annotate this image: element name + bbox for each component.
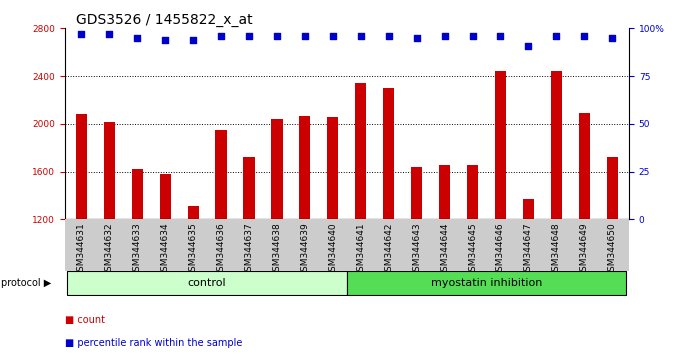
Point	[188, 37, 199, 42]
Text: GSM344648: GSM344648	[552, 222, 561, 277]
Text: GSM344642: GSM344642	[384, 222, 393, 276]
Point	[495, 33, 506, 39]
Text: GSM344645: GSM344645	[468, 222, 477, 277]
Text: GSM344636: GSM344636	[216, 222, 226, 277]
Bar	[579, 113, 590, 219]
Bar	[271, 119, 282, 219]
Text: GSM344635: GSM344635	[188, 222, 198, 277]
Bar	[439, 165, 450, 219]
Bar	[243, 157, 254, 219]
Text: GSM344641: GSM344641	[356, 222, 365, 277]
Point	[132, 35, 143, 41]
Point	[104, 31, 115, 37]
Text: GSM344637: GSM344637	[245, 222, 254, 277]
Point	[551, 33, 562, 39]
Text: GSM344644: GSM344644	[440, 222, 449, 276]
Bar	[160, 174, 171, 219]
Text: GSM344643: GSM344643	[412, 222, 421, 277]
Bar	[75, 114, 87, 219]
Point	[243, 33, 254, 39]
Bar	[607, 157, 618, 219]
Point	[384, 33, 394, 39]
Text: GSM344640: GSM344640	[328, 222, 337, 277]
Text: GSM344638: GSM344638	[273, 222, 282, 277]
Point	[327, 33, 338, 39]
Point	[216, 33, 226, 39]
Point	[299, 33, 310, 39]
Text: myostatin inhibition: myostatin inhibition	[431, 278, 542, 288]
Text: ■ percentile rank within the sample: ■ percentile rank within the sample	[65, 338, 242, 348]
Bar	[132, 169, 143, 219]
Text: GSM344632: GSM344632	[105, 222, 114, 277]
Point	[356, 33, 367, 39]
Text: protocol ▶: protocol ▶	[1, 278, 52, 288]
Point	[607, 35, 617, 41]
Bar	[216, 130, 226, 219]
Bar	[299, 115, 311, 219]
Text: GSM344650: GSM344650	[608, 222, 617, 277]
Bar	[467, 165, 478, 219]
Text: GSM344634: GSM344634	[160, 222, 170, 277]
Point	[579, 33, 590, 39]
Text: GSM344646: GSM344646	[496, 222, 505, 277]
Bar	[523, 199, 534, 219]
Text: ■ count: ■ count	[65, 315, 105, 325]
Bar	[355, 83, 367, 219]
Text: control: control	[188, 278, 226, 288]
Point	[76, 31, 87, 37]
Point	[160, 37, 171, 42]
Point	[439, 33, 450, 39]
Bar	[411, 167, 422, 219]
Bar	[383, 88, 394, 219]
Bar	[327, 117, 339, 219]
Text: GSM344639: GSM344639	[301, 222, 309, 277]
Point	[467, 33, 478, 39]
Point	[523, 43, 534, 48]
Text: GDS3526 / 1455822_x_at: GDS3526 / 1455822_x_at	[76, 13, 252, 27]
Text: GSM344647: GSM344647	[524, 222, 533, 277]
FancyBboxPatch shape	[347, 271, 626, 295]
Text: GSM344631: GSM344631	[77, 222, 86, 277]
Text: GSM344649: GSM344649	[580, 222, 589, 277]
Point	[271, 33, 282, 39]
Text: GSM344633: GSM344633	[133, 222, 141, 277]
Bar	[495, 72, 506, 219]
Bar	[104, 121, 115, 219]
FancyBboxPatch shape	[67, 271, 347, 295]
Point	[411, 35, 422, 41]
Bar	[188, 206, 199, 219]
Bar	[551, 72, 562, 219]
